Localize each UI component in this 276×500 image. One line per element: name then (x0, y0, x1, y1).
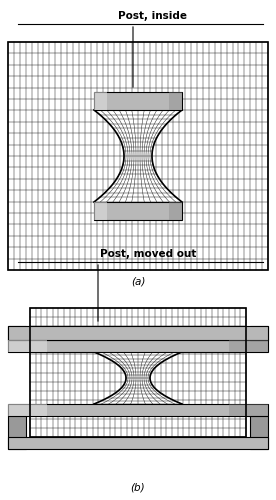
Bar (229, 404, 268, 416)
Bar (169, 92, 182, 110)
Bar (229, 340, 268, 352)
Bar (250, 416, 268, 449)
Bar (169, 202, 182, 220)
Bar (94, 92, 182, 110)
Bar (8, 340, 47, 352)
Text: (a): (a) (131, 277, 145, 287)
Bar (8, 404, 47, 416)
Bar (8, 42, 268, 270)
Text: Post, moved out: Post, moved out (100, 249, 196, 259)
Text: Post, inside: Post, inside (118, 11, 187, 21)
Text: (b): (b) (131, 482, 145, 492)
Bar (8, 437, 268, 449)
Bar (94, 202, 107, 220)
Polygon shape (94, 110, 182, 202)
Bar (94, 92, 107, 110)
Bar (8, 416, 26, 449)
Bar (8, 42, 268, 270)
Bar (8, 326, 26, 340)
Bar (250, 326, 268, 340)
Bar (8, 340, 268, 352)
Bar (30, 308, 246, 437)
Bar (8, 326, 268, 340)
Bar (8, 280, 268, 475)
Polygon shape (94, 352, 182, 404)
Bar (94, 202, 182, 220)
Bar (8, 404, 268, 416)
